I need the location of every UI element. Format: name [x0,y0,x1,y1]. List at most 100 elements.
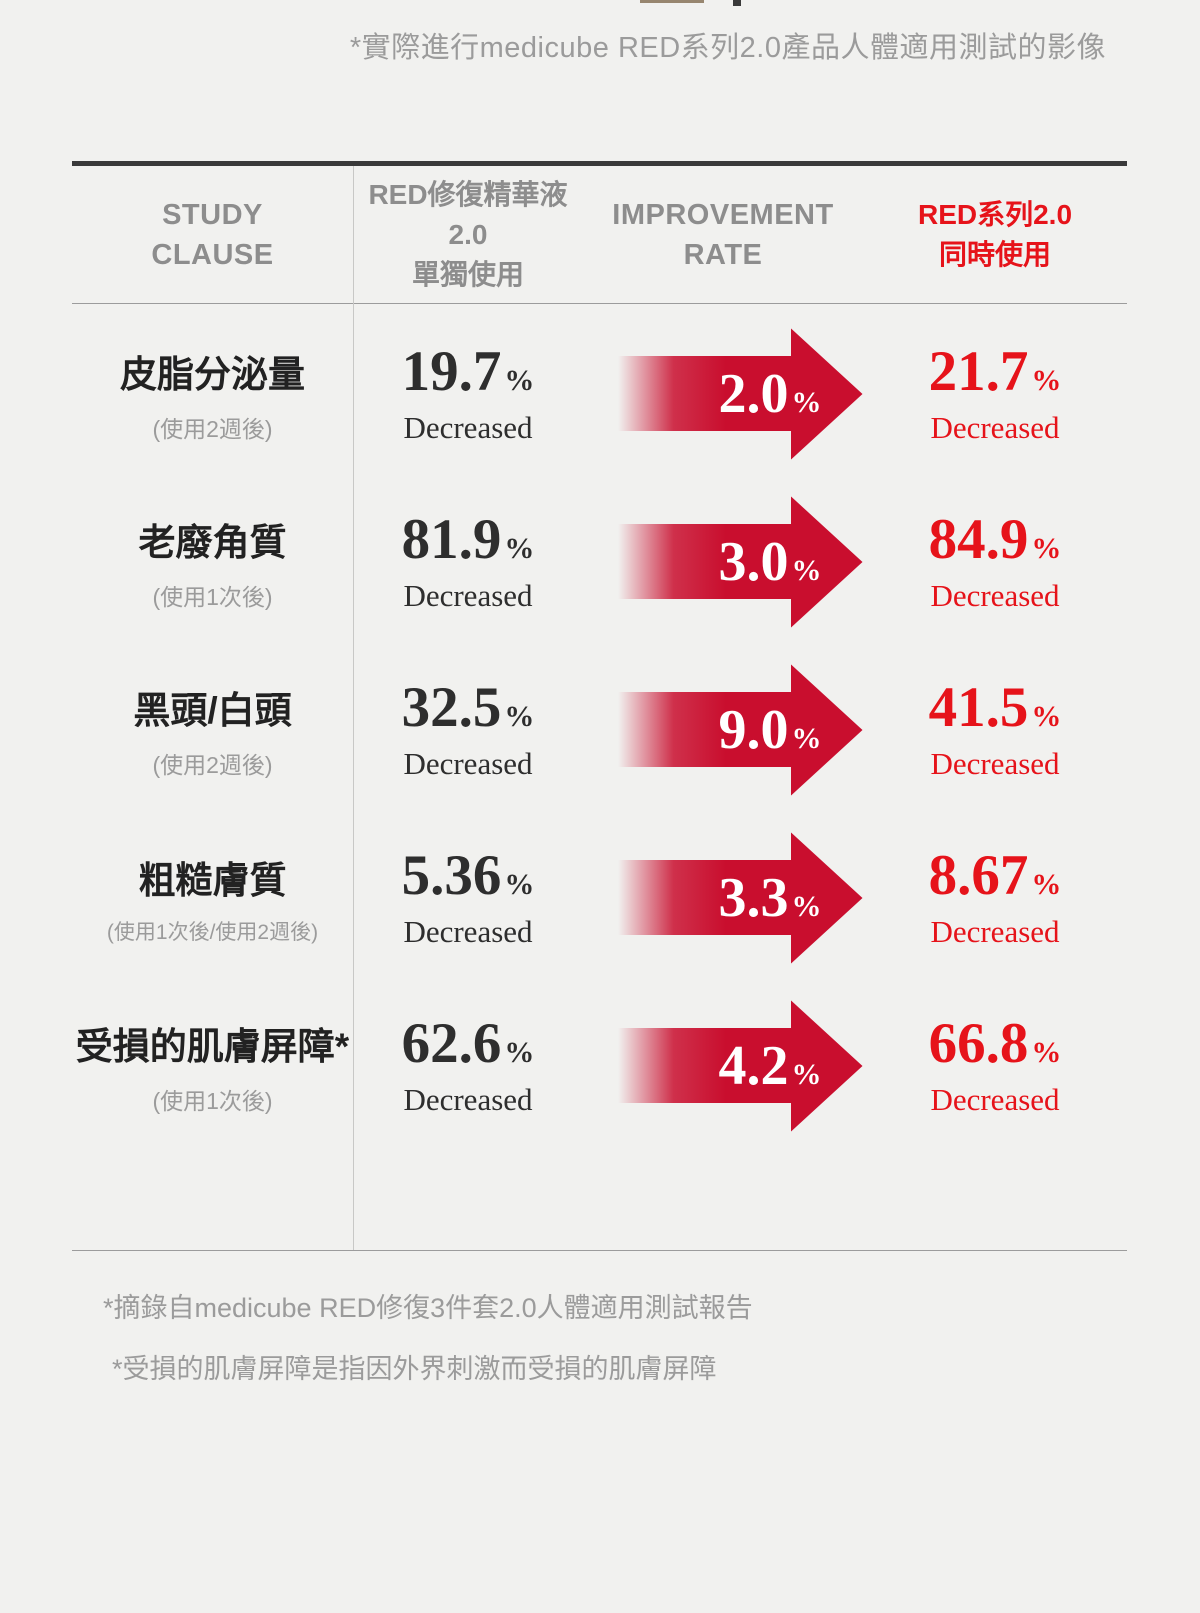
header-separator [72,303,1127,304]
percent-sign: % [791,1058,822,1091]
percent-sign: % [1031,363,1062,397]
improvement-cell: 4.2 % [583,982,863,1150]
improvement-arrow: 4.2 % [617,1000,863,1132]
improvement-cell: 3.0 % [583,478,863,646]
value-number: 84.9 [928,507,1029,571]
value-number: 3.0 [718,531,789,593]
table-row: 黑頭/白頭 (使用2週後) 32.5 % Decreased [72,646,1127,814]
study-clause-cell: 老廢角質 (使用1次後) [72,478,353,646]
value-number: 8.67 [928,843,1029,907]
row-condition: (使用2週後) [152,416,273,442]
row-label: 老廢角質 [138,522,287,563]
header-line: 同時使用 [938,238,1051,270]
combined-use-value: 66.8 % [929,1015,1062,1072]
percent-sign: % [791,554,822,587]
header-line: IMPROVEMENT [612,198,834,231]
percent-sign: % [791,890,822,923]
combined-use-value: 84.9 % [929,511,1062,568]
image-caption: *實際進行medicube RED系列2.0產品人體適用測試的影像 [349,32,1106,64]
row-label: 粗糙膚質 [138,860,287,901]
value-number: 19.7 [401,339,502,403]
combined-use-cell: 21.7 % Decreased [863,310,1127,478]
row-label: 黑頭/白頭 [133,690,292,731]
arrow-body [617,692,792,767]
percent-sign: % [1031,867,1062,901]
single-use-value: 81.9 % [402,511,535,568]
table-row: 皮脂分泌量 (使用2週後) 19.7 % Decreased [72,310,1127,478]
improvement-arrow: 2.0 % [617,328,863,460]
single-use-value: 5.36 % [402,847,535,904]
improvement-value: 4.2 % [648,1000,893,1132]
table-body: 皮脂分泌量 (使用2週後) 19.7 % Decreased [72,304,1127,1250]
percent-sign: % [791,386,822,419]
value-number: 81.9 [401,507,502,571]
results-table: STUDY CLAUSE RED修復精華液2.0 單獨使用 IMPROVEMEN… [72,161,1127,1251]
decreased-label: Decreased [930,913,1060,949]
percent-sign: % [1031,699,1062,733]
table-row: 受損的肌膚屏障* (使用1次後) 62.6 % Decreased [72,982,1127,1150]
improvement-arrow: 9.0 % [617,664,863,796]
row-label: 皮脂分泌量 [120,354,305,395]
row-condition: (使用2週後) [152,752,273,778]
table-header: STUDY CLAUSE RED修復精華液2.0 單獨使用 IMPROVEMEN… [72,166,1127,303]
single-use-value: 19.7 % [402,343,535,400]
improvement-cell: 9.0 % [583,646,863,814]
percent-sign: % [1031,1035,1062,1069]
header-single-use: RED修復精華液2.0 單獨使用 [353,175,583,295]
combined-use-cell: 66.8 % Decreased [863,982,1127,1150]
column-divider [353,166,354,1250]
header-line: RED系列2.0 [917,198,1073,230]
decreased-label: Decreased [403,577,533,613]
percent-sign: % [504,1035,535,1069]
value-number: 21.7 [928,339,1029,403]
arrow-body [617,1028,792,1103]
value-number: 9.0 [718,699,789,761]
improvement-value: 2.0 % [648,328,893,460]
row-condition: (使用1次後) [152,584,273,610]
value-number: 3.3 [718,867,789,929]
decreased-label: Decreased [403,1081,533,1117]
footnotes: *摘錄自medicube RED修復3件套2.0人體適用測試報告 *受損的肌膚屏… [103,1286,753,1386]
arrow-body [617,356,792,431]
combined-use-value: 21.7 % [929,343,1062,400]
header-combined-use: RED系列2.0 同時使用 [863,195,1127,275]
arrow-body [617,860,792,935]
study-clause-cell: 受損的肌膚屏障* (使用1次後) [72,982,353,1150]
single-use-cell: 62.6 % Decreased [353,982,583,1150]
improvement-cell: 3.3 % [583,814,863,982]
combined-use-cell: 8.67 % Decreased [863,814,1127,982]
improvement-value: 9.0 % [648,664,893,796]
single-use-value: 62.6 % [402,1015,535,1072]
percent-sign: % [504,699,535,733]
improvement-arrow: 3.3 % [617,832,863,964]
table-row: 老廢角質 (使用1次後) 81.9 % Decreased [72,478,1127,646]
percent-sign: % [504,531,535,565]
single-use-cell: 5.36 % Decreased [353,814,583,982]
decreased-label: Decreased [930,745,1060,781]
header-line: 單獨使用 [411,258,524,290]
header-line: CLAUSE [151,238,274,271]
single-use-value: 32.5 % [402,679,535,736]
value-number: 66.8 [928,1011,1029,1075]
row-condition: (使用1次後) [152,1088,273,1114]
combined-use-value: 41.5 % [929,679,1062,736]
header-line: STUDY [162,198,263,231]
study-clause-cell: 黑頭/白頭 (使用2週後) [72,646,353,814]
crop-artifact [733,0,741,6]
header-line: RED修復精華液2.0 [368,178,568,250]
table-row: 粗糙膚質 (使用1次後/使用2週後) 5.36 % Decreased [72,814,1127,982]
improvement-value: 3.0 % [648,496,893,628]
percent-sign: % [504,867,535,901]
value-number: 2.0 [718,363,789,425]
arrow-body [617,524,792,599]
footnote: *摘錄自medicube RED修復3件套2.0人體適用測試報告 [103,1293,753,1323]
row-label: 受損的肌膚屏障* [75,1026,350,1067]
decreased-label: Decreased [403,913,533,949]
value-number: 5.36 [401,843,502,907]
percent-sign: % [504,363,535,397]
header-study-clause: STUDY CLAUSE [72,195,353,275]
single-use-cell: 81.9 % Decreased [353,478,583,646]
decreased-label: Decreased [930,1081,1060,1117]
footnote: *受損的肌膚屏障是指因外界刺激而受損的肌膚屏障 [112,1354,717,1384]
